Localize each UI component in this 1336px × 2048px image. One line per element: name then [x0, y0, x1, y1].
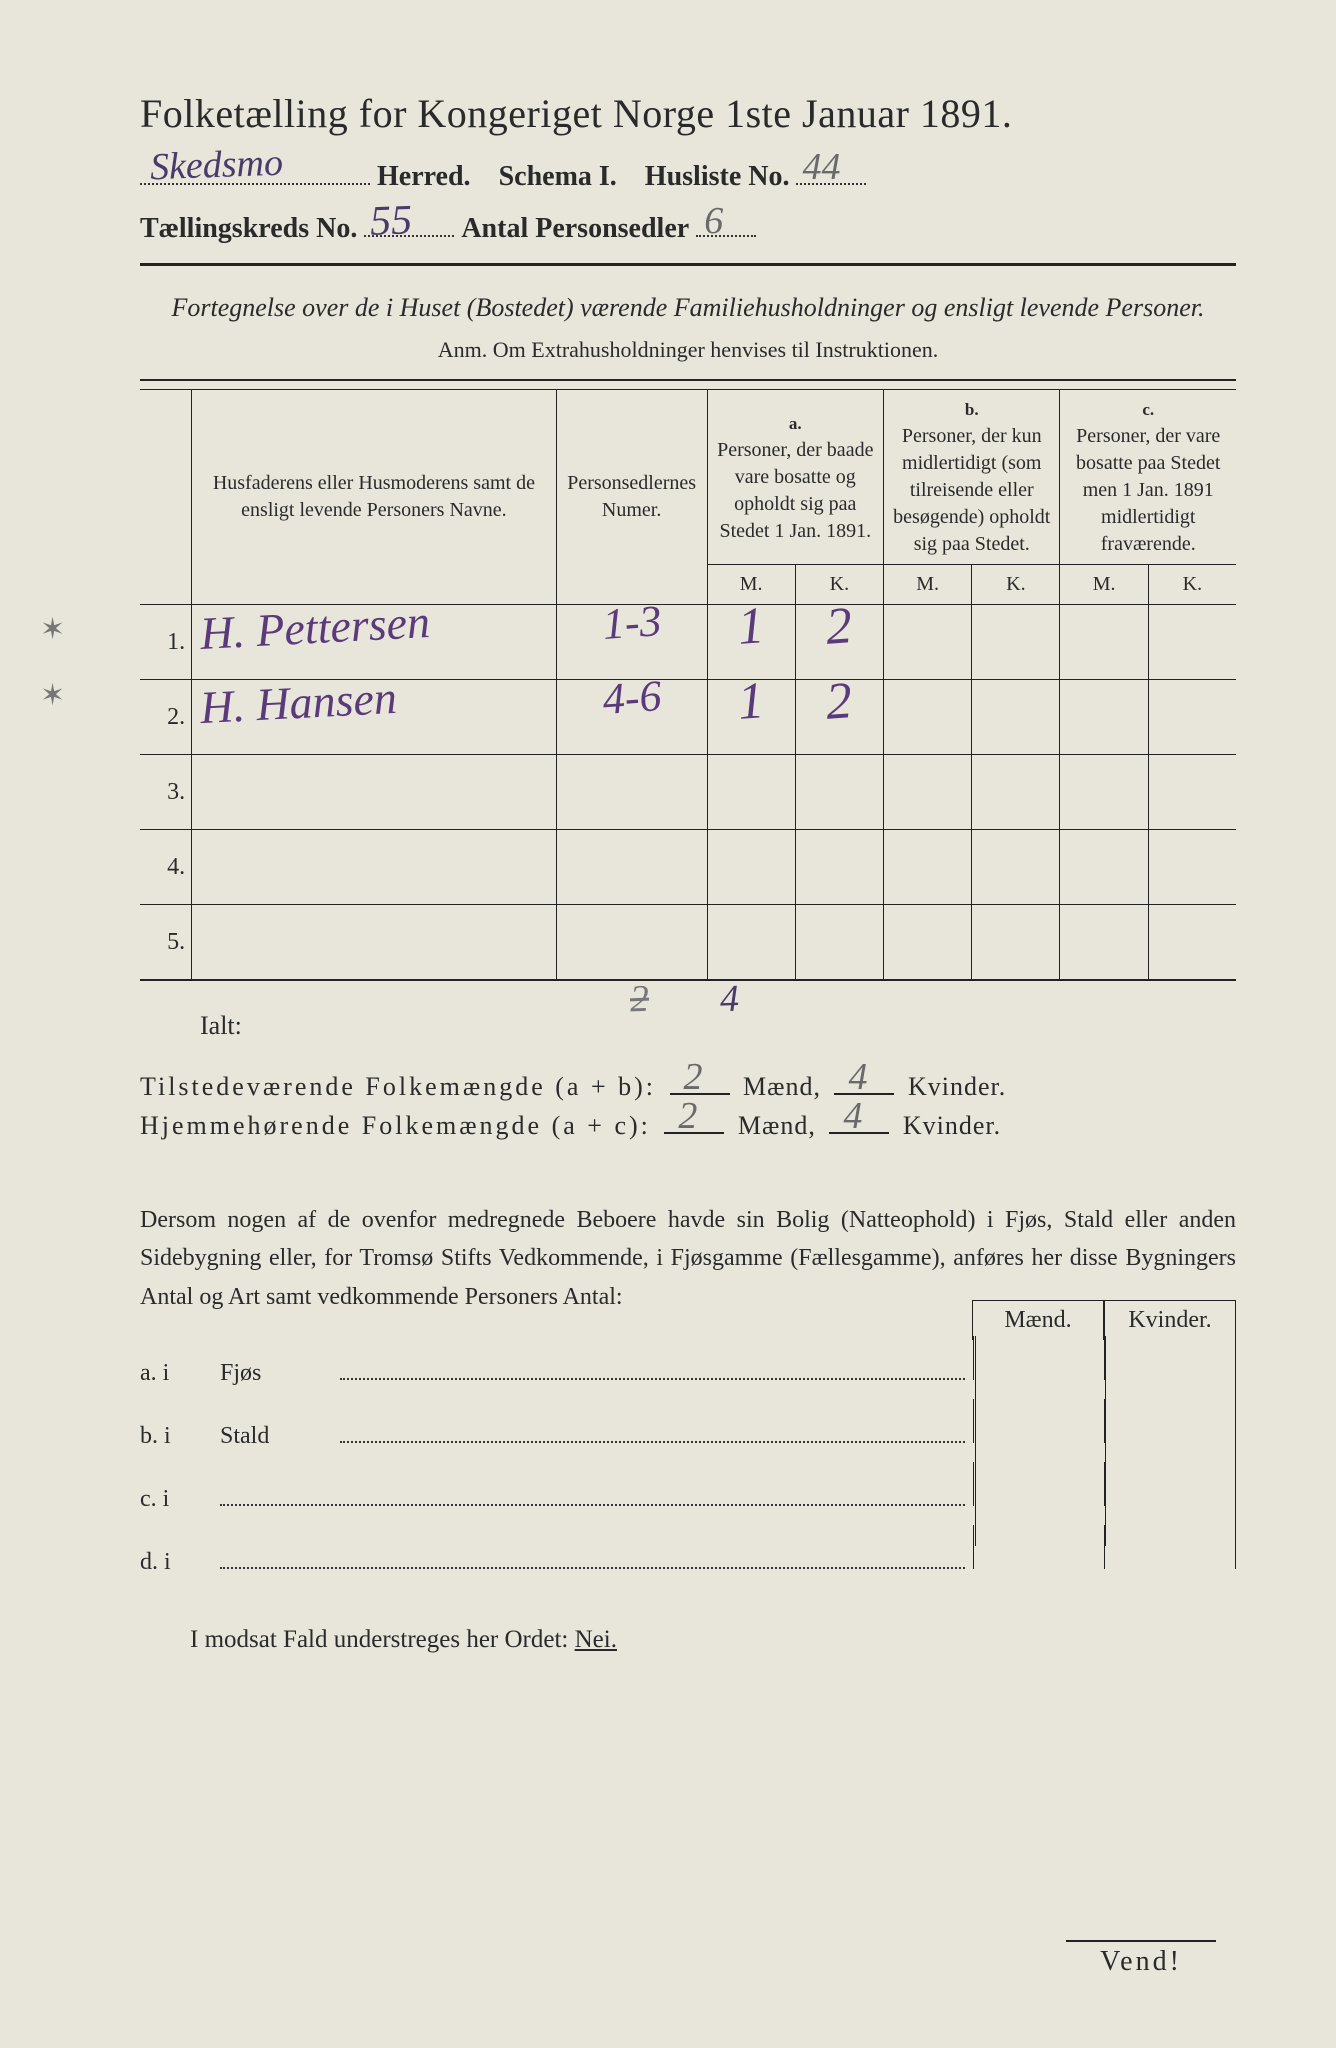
margin-mark-1: ✶ [40, 612, 65, 647]
side-row-b: b. i Stald [140, 1399, 1236, 1450]
ialt-m-struck: 2 [629, 977, 650, 1022]
row2-am: 1 [736, 671, 766, 732]
sum2-k: 4 [843, 1094, 863, 1138]
row1-am: 1 [736, 596, 766, 657]
husliste-label: Husliste No. [645, 161, 790, 192]
dotted-fill [220, 1492, 965, 1506]
side-head-k: Kvinder. [1104, 1300, 1236, 1340]
row2-name: H. Hansen [199, 671, 398, 734]
table-row: 1. H. Pettersen 1-3 1 2 [140, 605, 1236, 680]
herred-value: Skedsmo [149, 141, 283, 190]
side-head-m: Mænd. [972, 1300, 1104, 1340]
row1-name: H. Pettersen [199, 595, 431, 660]
vend-label: Vend! [1066, 1940, 1216, 1978]
rule-1 [140, 263, 1236, 266]
row1-num: 1-3 [601, 595, 663, 650]
head-c-m: M. [1060, 565, 1148, 605]
schema-label: Schema I. [499, 161, 617, 192]
subtitle: Fortegnelse over de i Huset (Bostedet) v… [140, 288, 1236, 327]
side-row-c: c. i [140, 1462, 1236, 1513]
nei-line: I modsat Fald understreges her Ordet: Ne… [190, 1626, 1236, 1654]
head-b-k: K. [972, 565, 1060, 605]
antal-value: 6 [704, 199, 723, 243]
col-head-a: a. Personer, der baade vare bosatte og o… [707, 390, 883, 565]
anm-note: Anm. Om Extrahusholdninger henvises til … [140, 337, 1236, 363]
table-row: 2. H. Hansen 4-6 1 2 [140, 680, 1236, 755]
col-head-names: Husfaderens eller Husmoderens samt de en… [192, 390, 557, 605]
rule-2 [140, 379, 1236, 381]
antal-label: Antal Personsedler [461, 213, 689, 244]
household-table: Husfaderens eller Husmoderens samt de en… [140, 389, 1236, 979]
husliste-value: 44 [802, 145, 840, 189]
table-row: 3. [140, 755, 1236, 830]
row2-ak: 2 [824, 671, 854, 732]
census-form-page: Folketælling for Kongeriget Norge 1ste J… [0, 0, 1336, 1714]
side-row-d: d. i [140, 1525, 1236, 1576]
kreds-value: 55 [370, 196, 414, 245]
herred-label: Herred. [377, 161, 471, 192]
head-b-m: M. [884, 565, 972, 605]
dotted-fill [340, 1366, 965, 1380]
line-herred: Skedsmo Herred. Schema I. Husliste No. 4… [140, 159, 1236, 193]
col-head-numer: Personsedlernes Numer. [556, 390, 707, 605]
rule-3 [140, 979, 1236, 981]
side-row-a: a. i Fjøs [140, 1336, 1236, 1387]
page-title: Folketælling for Kongeriget Norge 1ste J… [140, 90, 1236, 137]
side-building-para: Dersom nogen af de ovenfor medregnede Be… [140, 1201, 1236, 1316]
dotted-fill [340, 1429, 965, 1443]
col-head-c: c. Personer, der vare bosatte paa Stedet… [1060, 390, 1236, 565]
sum2-m: 2 [678, 1094, 698, 1138]
row2-num: 4-6 [601, 670, 663, 725]
table-row: 4. [140, 830, 1236, 905]
margin-mark-2: ✶ [40, 678, 65, 713]
col-head-b: b. Personer, der kun midlertidigt (som t… [884, 390, 1060, 565]
table-row: 5. [140, 905, 1236, 980]
line-kreds: Tællingskreds No. 55 Antal Personsedler … [140, 211, 1236, 245]
sum1-m: 2 [684, 1055, 704, 1099]
ialt-k: 4 [719, 977, 740, 1022]
ialt-row: Ialt: 2 4 [200, 1011, 1236, 1055]
sum1-k: 4 [848, 1055, 868, 1099]
head-c-k: K. [1148, 565, 1236, 605]
side-building-table: Mænd. Kvinder. a. i Fjøs b. i Stald c. i… [140, 1336, 1236, 1576]
dotted-fill [220, 1555, 965, 1569]
summary-resident: Hjemmehørende Folkemængde (a + c): 2 Mæn… [140, 1110, 1236, 1141]
nei-word: Nei. [575, 1626, 617, 1653]
kreds-label: Tællingskreds No. [140, 213, 357, 244]
row1-ak: 2 [824, 596, 854, 657]
